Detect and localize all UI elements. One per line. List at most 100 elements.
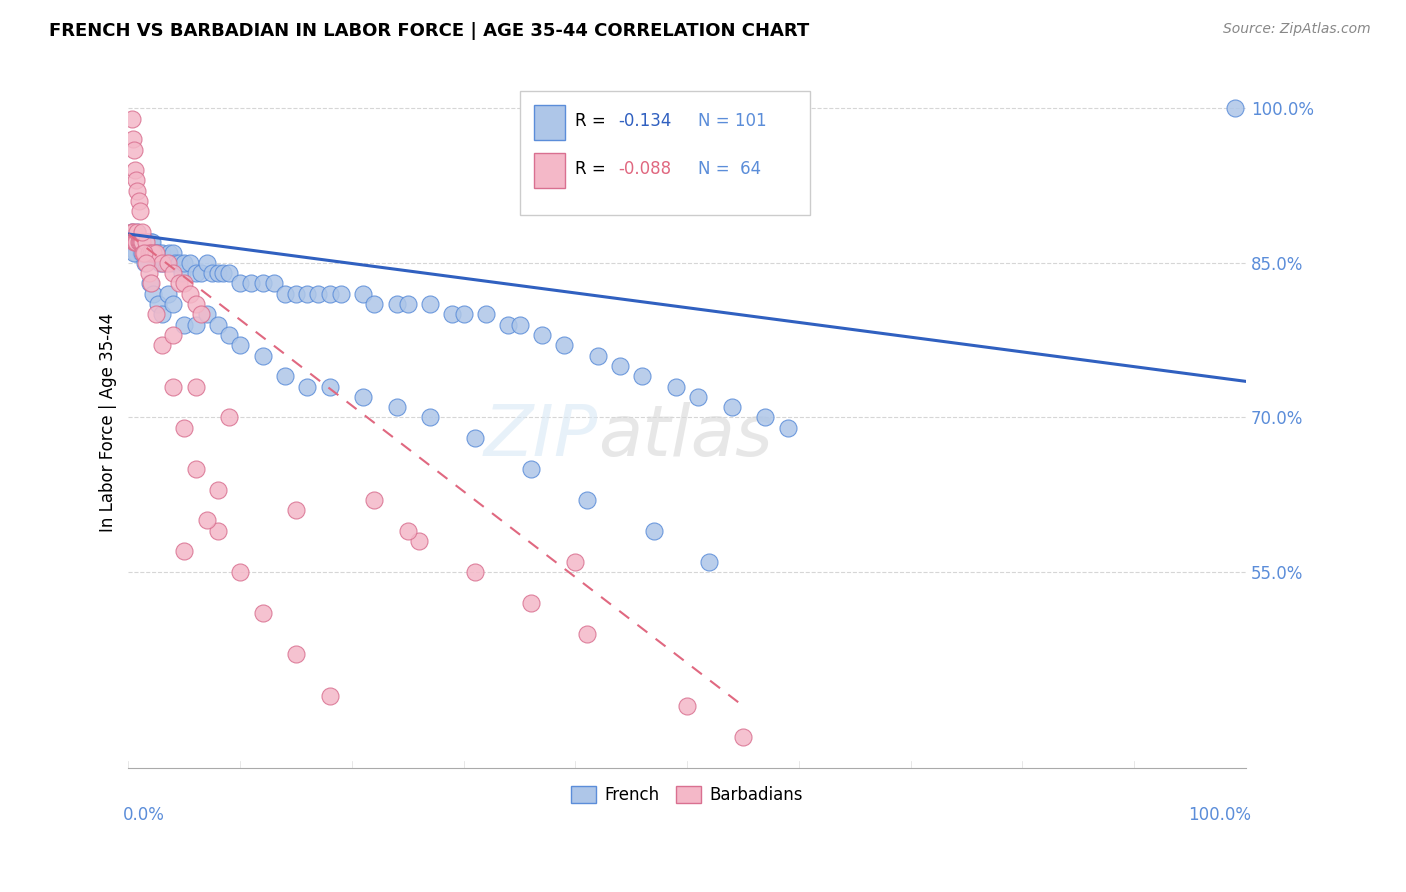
Point	[173, 277, 195, 291]
Point	[153, 256, 176, 270]
Point	[173, 421, 195, 435]
Point	[297, 379, 319, 393]
Point	[363, 297, 385, 311]
Point	[441, 307, 464, 321]
Point	[179, 286, 201, 301]
Point	[519, 462, 541, 476]
Point	[122, 235, 145, 250]
Point	[143, 245, 166, 260]
Point	[135, 256, 157, 270]
Point	[252, 606, 274, 620]
Point	[586, 349, 609, 363]
Point	[475, 307, 498, 321]
Point	[132, 245, 155, 260]
Point	[190, 307, 212, 321]
Point	[530, 328, 553, 343]
Point	[307, 286, 329, 301]
Point	[285, 648, 308, 662]
Point	[184, 297, 207, 311]
Point	[676, 698, 699, 713]
Point	[150, 307, 173, 321]
Point	[122, 225, 145, 239]
Point	[131, 235, 153, 250]
Point	[167, 277, 190, 291]
Point	[519, 596, 541, 610]
Point	[132, 245, 155, 260]
Point	[157, 245, 180, 260]
Point	[129, 235, 152, 250]
Point	[128, 204, 150, 219]
Point	[124, 235, 146, 250]
Point	[207, 266, 229, 280]
Point	[184, 266, 207, 280]
Point	[138, 245, 160, 260]
Point	[184, 318, 207, 332]
Point	[207, 524, 229, 538]
FancyBboxPatch shape	[520, 91, 810, 216]
Point	[754, 410, 776, 425]
Point	[128, 235, 150, 250]
Point	[132, 245, 155, 260]
Point	[131, 235, 153, 250]
Point	[776, 421, 799, 435]
Point	[207, 483, 229, 497]
Text: R =: R =	[575, 112, 612, 130]
Point	[419, 410, 441, 425]
Point	[575, 627, 598, 641]
Point	[195, 256, 218, 270]
Point	[464, 431, 486, 445]
Point	[149, 256, 172, 270]
Point	[121, 225, 143, 239]
Point	[1223, 101, 1246, 115]
Point	[318, 379, 340, 393]
Point	[134, 256, 156, 270]
Point	[385, 400, 408, 414]
Point	[553, 338, 575, 352]
Point	[138, 245, 160, 260]
Point	[122, 235, 145, 250]
Point	[498, 318, 520, 332]
Point	[396, 524, 419, 538]
Point	[172, 266, 194, 280]
Point	[363, 492, 385, 507]
Point	[139, 235, 162, 250]
Point	[132, 245, 155, 260]
Point	[135, 235, 157, 250]
Point	[150, 245, 173, 260]
Point	[179, 256, 201, 270]
Point	[352, 286, 374, 301]
Point	[173, 256, 195, 270]
Point	[127, 225, 149, 239]
Point	[643, 524, 665, 538]
Point	[609, 359, 631, 373]
Point	[145, 245, 167, 260]
Point	[218, 266, 240, 280]
Point	[509, 318, 531, 332]
Bar	[534, 105, 565, 139]
Point	[263, 277, 285, 291]
Point	[631, 369, 654, 384]
Point	[318, 689, 340, 703]
Text: N = 101: N = 101	[699, 112, 766, 130]
Point	[134, 245, 156, 260]
Point	[128, 235, 150, 250]
Point	[131, 245, 153, 260]
Point	[575, 492, 598, 507]
Text: 0.0%: 0.0%	[122, 805, 165, 823]
Point	[162, 245, 184, 260]
Point	[252, 349, 274, 363]
Point	[125, 235, 148, 250]
Point	[124, 163, 146, 178]
Point	[127, 225, 149, 239]
Point	[229, 338, 252, 352]
Point	[145, 245, 167, 260]
Point	[212, 266, 235, 280]
Point	[285, 503, 308, 517]
Point	[731, 730, 754, 744]
Point	[240, 277, 263, 291]
Point	[136, 235, 159, 250]
Point	[274, 286, 297, 301]
Point	[167, 256, 190, 270]
Point	[274, 369, 297, 384]
Text: N =  64: N = 64	[699, 161, 762, 178]
